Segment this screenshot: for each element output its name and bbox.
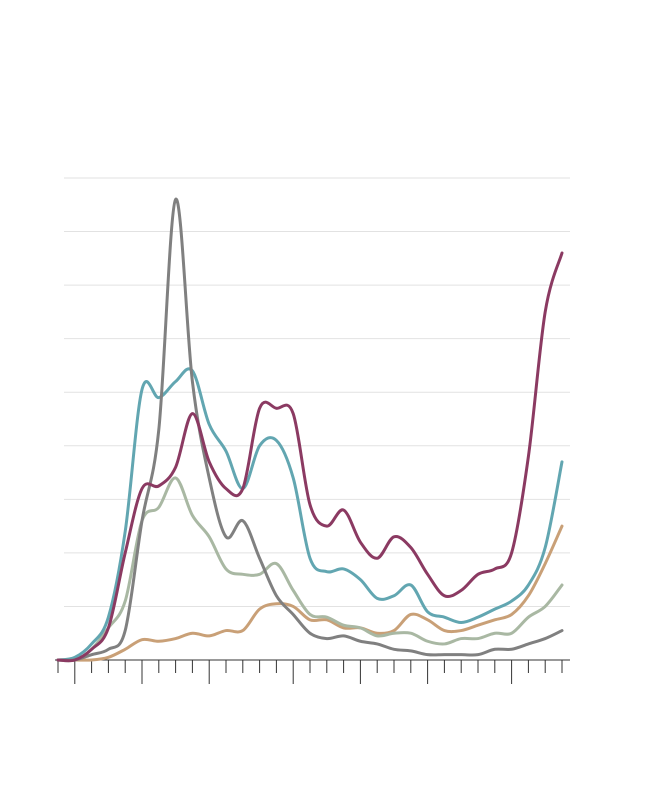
series-line: [56, 524, 564, 662]
series-line: [56, 367, 564, 662]
series-line: [56, 197, 564, 662]
series-line: [56, 251, 564, 663]
